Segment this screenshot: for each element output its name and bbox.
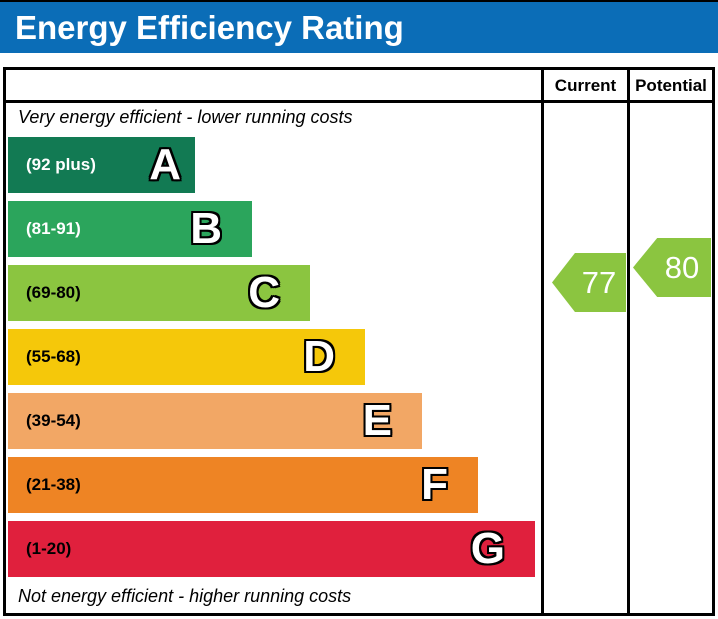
band-row-c: (69-80) C [8,265,310,321]
band-letter: C [248,268,280,317]
current-column-header: Current [554,76,617,95]
band-row-b: (81-91) B [8,201,252,257]
band-row-a: (92 plus) A [8,137,195,193]
band-letter: A [149,140,181,189]
band-row-e: (39-54) E [8,393,422,449]
band-row-f: (21-38) F [8,457,478,513]
rating-table: Current Potential Very energy efficient … [3,67,715,616]
band-letter: F [421,460,448,509]
band-row-g: (1-20) G [8,521,535,577]
band-range-label: (39-54) [26,411,81,430]
column-divider-left [541,70,544,613]
potential-rating-value: 80 [664,250,700,285]
title-bar: Energy Efficiency Rating [0,2,718,53]
band-letter: B [190,204,222,253]
band-letter: D [303,332,335,381]
potential-column-header: Potential [635,76,707,95]
header-row-divider [6,100,712,103]
potential-rating-arrow: 80 [633,238,711,297]
top-note: Very energy efficient - lower running co… [18,107,353,127]
bottom-note: Not energy efficient - higher running co… [18,586,352,606]
band-range-label: (1-20) [26,539,72,558]
band-range-label: (69-80) [26,283,81,302]
band-letter: G [470,524,505,573]
band-range-label: (21-38) [26,475,81,494]
current-rating-arrow: 77 [552,253,626,312]
top-border-line [0,0,718,2]
page-title: Energy Efficiency Rating [15,8,404,46]
band-range-label: (92 plus) [26,155,96,174]
band-range-label: (55-68) [26,347,81,366]
band-row-d: (55-68) D [8,329,365,385]
band-range-label: (81-91) [26,219,81,238]
current-rating-value: 77 [581,265,617,300]
column-divider-right [627,70,630,613]
band-letter: E [362,396,392,445]
